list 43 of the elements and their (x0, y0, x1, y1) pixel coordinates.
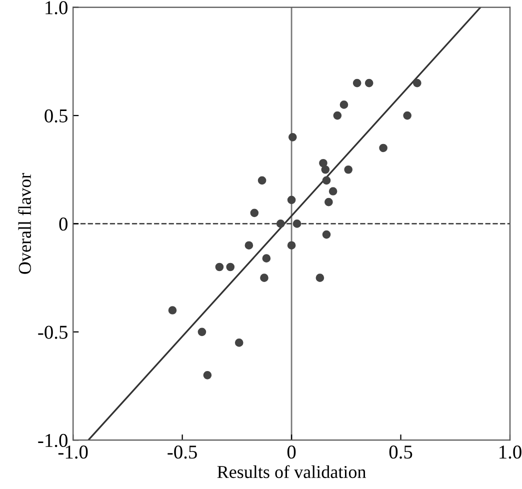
point (344, 165, 353, 174)
point (250, 208, 259, 218)
y-tick-label: -1.0 (38, 434, 68, 448)
point (198, 328, 206, 336)
point (340, 100, 348, 109)
point (262, 254, 271, 263)
point (276, 220, 285, 228)
point (203, 371, 212, 380)
point (234, 338, 244, 347)
x-tick-label: 0 (287, 446, 296, 459)
x-tick-label: 0.5 (389, 446, 412, 459)
point (168, 306, 177, 314)
y-tick-label: -0.5 (38, 326, 68, 339)
point (328, 187, 338, 196)
point (292, 220, 302, 228)
x-tick-label: -1.0 (58, 446, 88, 459)
y-tick-label: 1.0 (46, 1, 68, 14)
y-tick-label: 0 (59, 218, 68, 231)
point (364, 78, 374, 88)
y-tick-label: 0.5 (44, 109, 68, 123)
point (333, 111, 342, 120)
x-tick-label: 1.0 (500, 446, 522, 459)
point (287, 196, 296, 204)
point (288, 132, 297, 142)
point (244, 241, 254, 250)
point (215, 262, 224, 272)
y-axis-title: Overall flavor (18, 172, 31, 274)
point (258, 176, 266, 185)
point (322, 176, 331, 185)
point (352, 78, 362, 88)
point (324, 198, 333, 206)
point (226, 262, 235, 272)
point (379, 144, 388, 152)
point (287, 241, 296, 250)
point (322, 230, 331, 239)
point (260, 274, 268, 282)
x-tick-label: -0.5 (168, 446, 197, 459)
point (319, 158, 328, 168)
point (412, 78, 422, 88)
point (321, 165, 330, 174)
point (316, 274, 324, 282)
x-axis-title: Results of validation (217, 465, 366, 478)
point (403, 111, 412, 120)
